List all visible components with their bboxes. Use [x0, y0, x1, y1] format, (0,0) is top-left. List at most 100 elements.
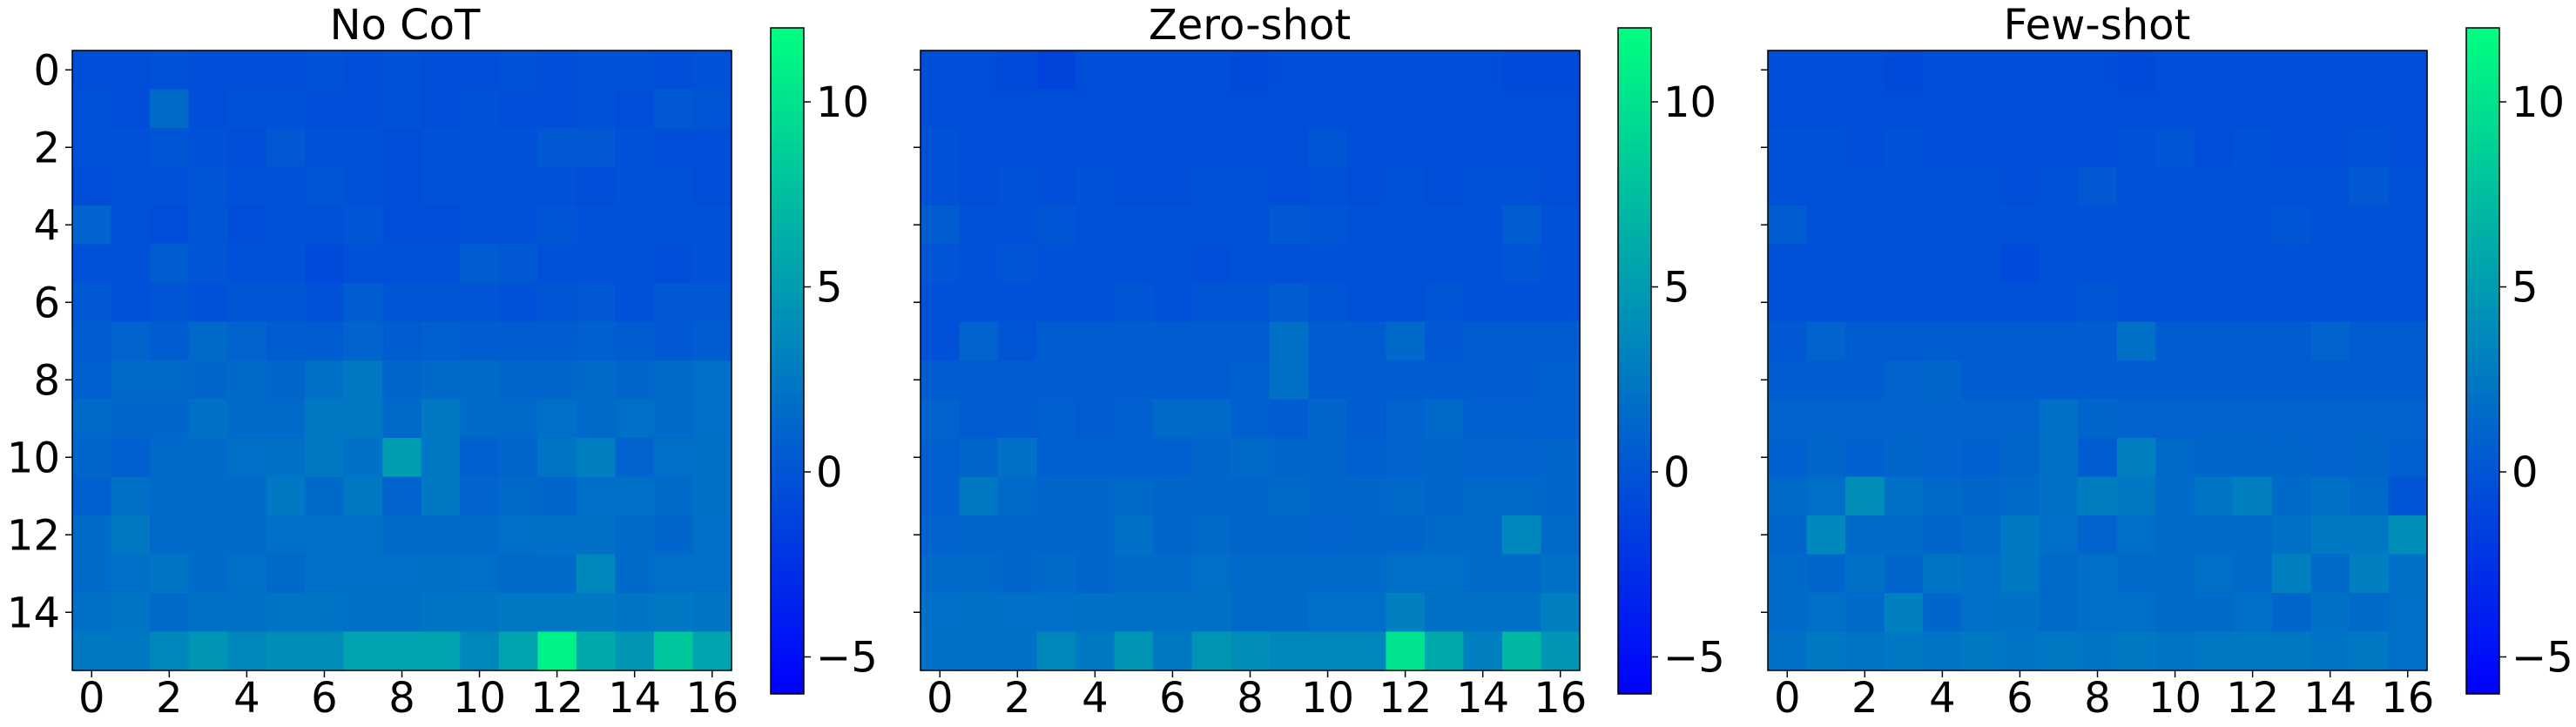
heatmap-cell: [343, 321, 383, 361]
heatmap-cell: [1153, 166, 1193, 206]
heatmap-cell: [111, 631, 151, 671]
heatmap-cell: [1884, 166, 1924, 206]
heatmap-cell: [1884, 631, 1924, 671]
heatmap-cell: [1424, 244, 1465, 284]
heatmap-cell: [1153, 631, 1193, 671]
heatmap-cell: [2078, 438, 2118, 478]
heatmap-cell: [2000, 399, 2040, 439]
x-tick-label: 16: [2381, 674, 2434, 723]
heatmap-cell: [1501, 166, 1542, 206]
heatmap-cell: [2271, 205, 2312, 246]
heatmap-cell: [1153, 205, 1193, 246]
heatmap-cell: [421, 205, 461, 246]
heatmap-cell: [2233, 283, 2273, 323]
x-tick-label: 16: [685, 674, 738, 723]
heatmap-cell: [1501, 360, 1542, 401]
heatmap-cell: [1463, 50, 1503, 91]
heatmap-cell: [1036, 50, 1076, 91]
heatmap-cell: [2078, 166, 2118, 206]
heatmap-cell: [1191, 128, 1231, 168]
heatmap-cell: [537, 166, 577, 206]
heatmap-cell: [692, 476, 732, 516]
heatmap-cell: [1346, 360, 1386, 401]
heatmap-cell: [920, 360, 961, 401]
heatmap-cell: [1463, 631, 1503, 671]
heatmap-cell: [576, 205, 617, 246]
heatmap-cell: [1768, 128, 1808, 168]
heatmap-cell: [998, 515, 1038, 555]
heatmap-cell: [1845, 360, 1885, 401]
heatmap-cell: [2310, 205, 2350, 246]
colorbar-tick-label: 0: [816, 448, 843, 497]
heatmap-cell: [2271, 631, 2312, 671]
heatmap-cell: [1386, 128, 1426, 168]
heatmap-cell: [2233, 244, 2273, 284]
heatmap-cell: [227, 166, 267, 206]
heatmap-cell: [1424, 476, 1465, 516]
heatmap-cell: [1076, 166, 1116, 206]
heatmap-cell: [998, 321, 1038, 361]
heatmap-cell: [111, 515, 151, 555]
heatmap-cell: [1768, 438, 1808, 478]
heatmap-cell: [1424, 128, 1465, 168]
heatmap-cell: [2388, 360, 2428, 401]
heatmap-cell: [305, 515, 345, 555]
panel-few-shot: Few-shot 0 2 4 6 8 10 12 14 16: [1761, 1, 2434, 723]
heatmap-cell: [382, 438, 422, 478]
heatmap-cell: [2078, 283, 2118, 323]
heatmap-cell: [1806, 205, 1846, 246]
heatmap-cell: [1191, 593, 1231, 633]
heatmap-cell: [2271, 399, 2312, 439]
heatmap-cell: [1346, 476, 1386, 516]
heatmap-cell: [615, 631, 655, 671]
heatmap-cell: [2194, 593, 2234, 633]
heatmap-cell: [72, 593, 112, 633]
heatmap-cell: [1463, 128, 1503, 168]
heatmap-cell: [1845, 438, 1885, 478]
heatmap-cell: [460, 244, 500, 284]
heatmap-cell: [227, 476, 267, 516]
heatmap-cell: [920, 515, 961, 555]
heatmap-cell: [653, 283, 694, 323]
heatmap-cell: [2233, 476, 2273, 516]
heatmap-cell: [2271, 89, 2312, 129]
heatmap-cell: [1463, 438, 1503, 478]
heatmap-cell: [1884, 476, 1924, 516]
heatmap-cell: [2039, 321, 2079, 361]
heatmap-cell: [1424, 166, 1465, 206]
heatmap-cell: [460, 166, 500, 206]
heatmap-cell: [2116, 515, 2156, 555]
heatmap-cell: [1308, 360, 1348, 401]
heatmap-cell: [2155, 476, 2195, 516]
heatmap-cell: [2078, 515, 2118, 555]
heatmap-cell: [2233, 593, 2273, 633]
heatmap-cell: [382, 631, 422, 671]
heatmap-cell: [537, 476, 577, 516]
heatmap-cell: [1269, 321, 1309, 361]
heatmap-cell: [2388, 283, 2428, 323]
heatmap-cell: [1884, 283, 1924, 323]
heatmap-cell: [1308, 244, 1348, 284]
heatmap-cell: [1386, 438, 1426, 478]
heatmap-cell: [1806, 438, 1846, 478]
heatmap-cell: [2349, 166, 2390, 206]
heatmap-cell: [920, 593, 961, 633]
heatmap-cell: [1424, 631, 1465, 671]
heatmap-cell: [537, 515, 577, 555]
heatmap-cell: [1231, 515, 1271, 555]
heatmap-cell: [460, 631, 500, 671]
heatmap-cell: [959, 631, 999, 671]
x-tick-label: 14: [608, 674, 661, 723]
heatmap-cell: [2039, 128, 2079, 168]
heatmap-cell: [692, 438, 732, 478]
heatmap-cell: [1768, 476, 1808, 516]
heatmap-cell: [653, 515, 694, 555]
heatmap-cell: [72, 128, 112, 168]
heatmap-cell: [2039, 476, 2079, 516]
heatmap-cell: [1114, 166, 1154, 206]
heatmap-cell: [1923, 360, 1963, 401]
heatmap-cell: [1424, 360, 1465, 401]
heatmap-cell: [1076, 593, 1116, 633]
heatmap-cell: [920, 554, 961, 594]
